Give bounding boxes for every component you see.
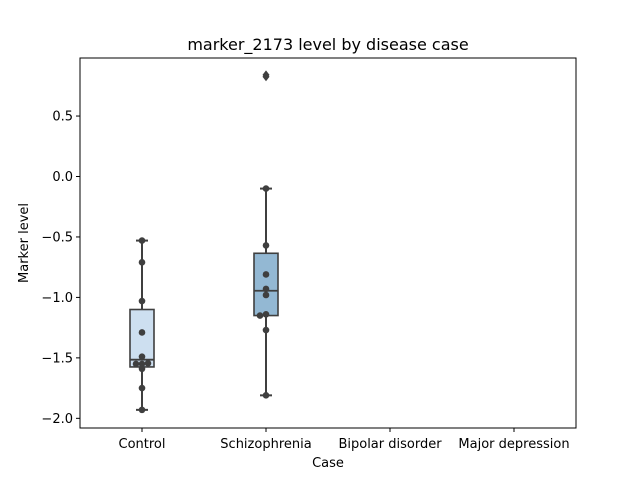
box-schizophrenia — [253, 70, 279, 397]
data-point — [262, 311, 270, 318]
y-axis: −2.0 −1.5 −1.0 −0.5 0.0 0.5 — [41, 110, 80, 427]
data-point — [256, 312, 264, 319]
x-tick-label: Schizophrenia — [220, 437, 311, 452]
data-point — [132, 360, 140, 368]
y-tick-label: −0.5 — [41, 230, 73, 245]
data-point — [138, 406, 146, 414]
y-tick-label: 0.5 — [52, 110, 73, 125]
chart-title: marker_2173 level by disease case — [187, 35, 468, 55]
boxes-layer — [129, 70, 279, 411]
data-point — [262, 392, 270, 399]
data-point — [262, 285, 270, 293]
iqr-box — [253, 252, 279, 317]
outlier-marker — [262, 72, 270, 82]
x-tick-label: Bipolar disorder — [338, 437, 442, 452]
plot-area — [79, 57, 577, 429]
y-tick-label: −1.5 — [41, 351, 73, 366]
data-point — [262, 242, 270, 249]
x-tick-label: Control — [119, 437, 166, 452]
x-tick-label: Major depression — [458, 437, 569, 452]
box-control — [129, 239, 155, 411]
plot-frame — [79, 57, 577, 429]
y-axis-label: Marker level — [17, 203, 32, 283]
data-point — [262, 291, 270, 299]
y-tick-label: −1.0 — [41, 291, 73, 306]
data-point — [138, 329, 146, 336]
y-tick-label: −2.0 — [41, 412, 73, 427]
data-point — [138, 237, 146, 244]
data-point — [138, 384, 146, 392]
data-point — [144, 360, 152, 367]
data-point — [138, 360, 146, 368]
data-point — [138, 259, 146, 266]
x-axis-label: Case — [312, 456, 344, 471]
data-point — [262, 326, 270, 334]
x-axis: Control Schizophrenia Bipolar disorder Majo… — [119, 428, 570, 452]
data-point — [262, 185, 270, 192]
data-point — [138, 297, 146, 305]
y-tick-label: 0.0 — [52, 170, 73, 185]
data-point — [262, 271, 270, 278]
points-layer — [132, 185, 270, 414]
data-point — [138, 365, 146, 373]
data-point — [138, 353, 146, 360]
